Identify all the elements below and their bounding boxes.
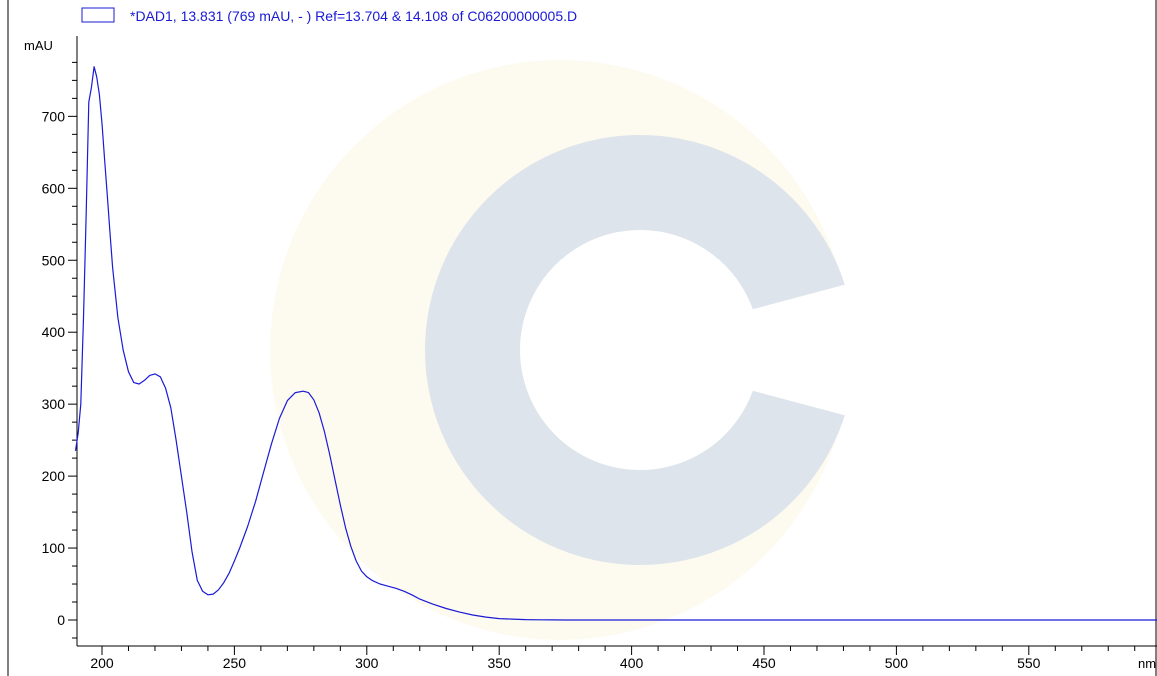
watermark-ring bbox=[425, 135, 855, 565]
legend-label: *DAD1, 13.831 (769 mAU, - ) Ref=13.704 &… bbox=[130, 8, 577, 24]
x-tick-label: 250 bbox=[223, 655, 247, 671]
watermark-inner bbox=[520, 230, 760, 470]
x-tick-label: 200 bbox=[90, 655, 114, 671]
series-group bbox=[74, 66, 1157, 621]
y-tick-label: 0 bbox=[57, 612, 65, 628]
watermark-logo bbox=[270, 60, 900, 640]
x-unit-label: nm bbox=[1138, 656, 1156, 671]
x-ticks: 200 250 300 350 400 450 500 550 bbox=[90, 646, 1136, 671]
axes bbox=[7, 0, 1157, 676]
x-tick-label: 400 bbox=[620, 655, 644, 671]
y-unit-label: mAU bbox=[24, 38, 53, 53]
x-tick-label: 450 bbox=[752, 655, 776, 671]
spectrum-line bbox=[74, 66, 1157, 621]
x-tick-label: 350 bbox=[488, 655, 512, 671]
y-tick-label: 100 bbox=[42, 540, 66, 556]
x-tick-label: 500 bbox=[885, 655, 909, 671]
watermark-arc bbox=[270, 60, 850, 640]
legend-swatch bbox=[81, 7, 115, 23]
y-tick-label: 200 bbox=[42, 468, 66, 484]
y-tick-label: 300 bbox=[42, 396, 66, 412]
y-tick-label: 500 bbox=[42, 252, 66, 268]
watermark-wedge bbox=[600, 270, 900, 430]
x-tick-label: 300 bbox=[355, 655, 379, 671]
y-tick-label: 700 bbox=[42, 108, 66, 124]
y-ticks: 0 100 200 300 400 500 600 700 bbox=[42, 61, 77, 639]
legend: *DAD1, 13.831 (769 mAU, - ) Ref=13.704 &… bbox=[81, 7, 577, 24]
y-tick-label: 600 bbox=[42, 180, 66, 196]
x-tick-label: 550 bbox=[1017, 655, 1041, 671]
y-tick-label: 400 bbox=[42, 324, 66, 340]
